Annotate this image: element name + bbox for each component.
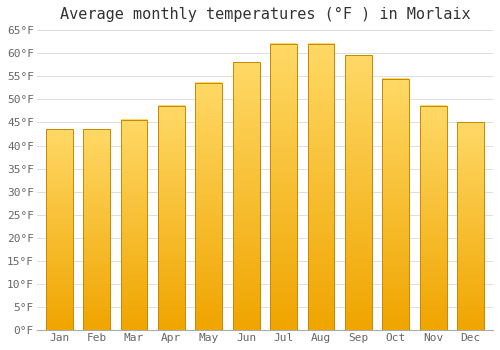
- Bar: [457, 122, 484, 330]
- Bar: [270, 44, 297, 330]
- Title: Average monthly temperatures (°F ) in Morlaix: Average monthly temperatures (°F ) in Mo…: [60, 7, 470, 22]
- Bar: [382, 78, 409, 330]
- Bar: [232, 62, 260, 330]
- Bar: [196, 83, 222, 330]
- Bar: [120, 120, 148, 330]
- Bar: [46, 130, 72, 330]
- Bar: [345, 55, 372, 330]
- Bar: [308, 44, 334, 330]
- Bar: [420, 106, 446, 330]
- Bar: [158, 106, 185, 330]
- Bar: [83, 130, 110, 330]
